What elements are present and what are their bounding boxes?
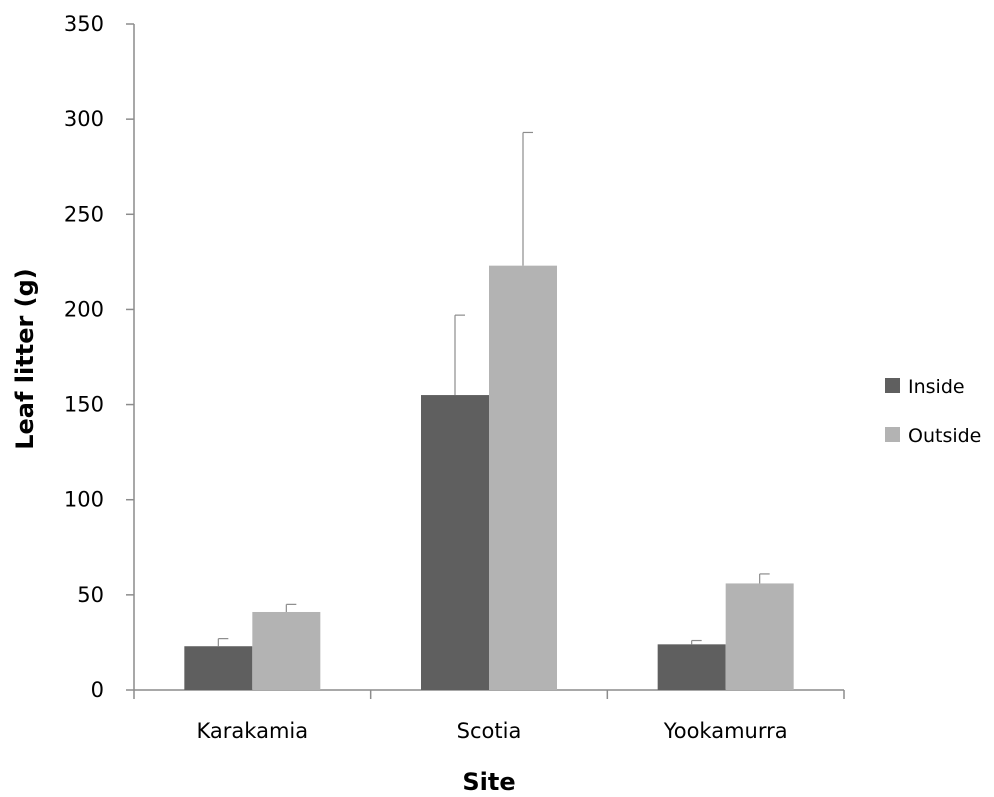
bar-outside-yookamurra: [725, 583, 794, 690]
y-tick-label: 250: [64, 202, 104, 226]
legend-swatch-inside: [885, 378, 900, 393]
x-axis: Karakamia Scotia Yookamurra: [133, 689, 845, 743]
error-bars: [217, 131, 770, 647]
y-tick-label: 0: [91, 678, 104, 702]
x-tick-label: Karakamia: [197, 719, 309, 743]
legend-label-inside: Inside: [908, 376, 965, 398]
x-axis-title: Site: [462, 768, 515, 796]
legend-label-outside: Outside: [908, 425, 981, 447]
y-tick-label: 300: [64, 107, 104, 131]
bar-outside-scotia: [489, 265, 557, 690]
y-tick-label: 150: [64, 393, 104, 417]
x-tick-label: Scotia: [457, 719, 522, 743]
y-tick-label: 200: [64, 297, 104, 321]
bar-inside-scotia: [421, 395, 489, 690]
y-tick-label: 100: [64, 488, 104, 512]
legend-swatch-outside: [885, 427, 900, 442]
y-tick-label: 350: [64, 12, 104, 36]
y-axis-title: Leaf litter (g): [11, 268, 39, 450]
bar-outside-karakamia: [252, 611, 321, 690]
legend: Inside Outside: [885, 376, 981, 447]
bar-inside-yookamurra: [657, 644, 726, 690]
bar-inside-karakamia: [184, 646, 253, 690]
y-tick-label: 50: [77, 583, 104, 607]
x-tick-label: Yookamurra: [663, 719, 788, 743]
y-axis: 0 50 100 150 200 250 300 350: [64, 12, 135, 702]
bars: [184, 265, 794, 690]
